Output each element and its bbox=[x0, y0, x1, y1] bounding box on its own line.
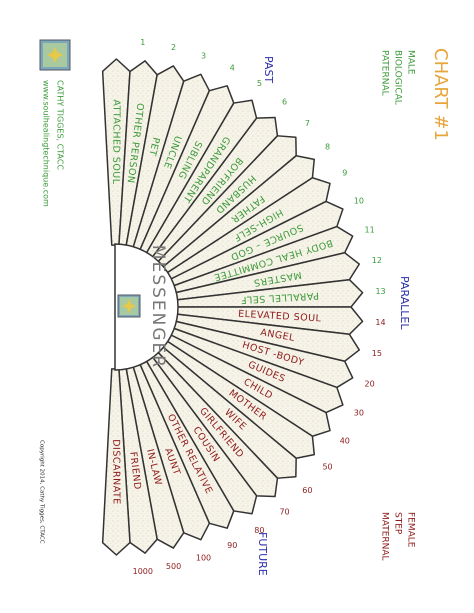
sequence-number: 500 bbox=[166, 562, 181, 571]
copyright: Copyright 2014, Cathy Tigges, CTACC bbox=[39, 440, 45, 544]
petal-label: PET bbox=[146, 136, 161, 157]
petal bbox=[101, 368, 131, 556]
sequence-number: 90 bbox=[227, 541, 237, 550]
group-label: FEMALE bbox=[406, 512, 416, 548]
group-label: MATERNAL bbox=[380, 512, 390, 561]
petal-label: DISCARNATE bbox=[110, 439, 121, 505]
sequence-number: 15 bbox=[372, 349, 382, 358]
sequence-number: 20 bbox=[365, 379, 375, 388]
petal-label: ELEVATED SOUL bbox=[238, 309, 322, 325]
sequence-number: 50 bbox=[322, 462, 332, 471]
landscape-layer: CHART #1 MALE BIOLOGICAL PATERNAL FEMALE… bbox=[39, 38, 452, 576]
sequence-number: 12 bbox=[372, 256, 382, 265]
sequence-number: 4 bbox=[230, 64, 235, 73]
sequence-number: 13 bbox=[375, 287, 385, 296]
petal-label: PARALLEL SELF bbox=[240, 290, 319, 306]
sequence-number: 11 bbox=[365, 226, 375, 235]
logo bbox=[39, 39, 71, 71]
sequence-number: 9 bbox=[342, 169, 347, 178]
sequence-number: 5 bbox=[257, 79, 262, 88]
center-label: MESSENGER bbox=[148, 245, 168, 369]
sequence-number: 1000 bbox=[133, 567, 153, 576]
author-website: www.soulhealingtechnique.com bbox=[42, 80, 51, 207]
sequence-number: 14 bbox=[375, 318, 385, 327]
sequence-number: 10 bbox=[354, 196, 364, 205]
sequence-number: 100 bbox=[196, 553, 211, 562]
group-label: PATERNAL bbox=[380, 50, 390, 96]
sequence-number: 2 bbox=[171, 43, 176, 52]
group-label: MALE bbox=[406, 50, 416, 75]
author-name: CATHY TIGGES, CTACC bbox=[56, 80, 65, 170]
sequence-number: 80 bbox=[254, 526, 264, 535]
sequence-number: 70 bbox=[279, 507, 289, 516]
sequence-number: 60 bbox=[302, 486, 312, 495]
sequence-number: 1 bbox=[140, 38, 145, 47]
petal-label: FRIEND bbox=[127, 451, 143, 490]
center-semicircle bbox=[114, 243, 179, 371]
sequence-number: 30 bbox=[354, 409, 364, 418]
sequence-number: 6 bbox=[282, 98, 287, 107]
sequence-number: 7 bbox=[305, 119, 310, 128]
sequence-number: 40 bbox=[340, 436, 350, 445]
sequence-number: 3 bbox=[201, 52, 206, 61]
zone-label: FUTURE bbox=[256, 532, 269, 576]
petal-label: ATTACHED SOUL bbox=[110, 99, 121, 184]
group-label: BIOLOGICAL bbox=[393, 50, 403, 105]
group-label: STEP bbox=[393, 512, 403, 535]
sequence-number: 8 bbox=[325, 143, 330, 152]
zone-label: PARALLEL bbox=[398, 276, 411, 330]
zone-label: PAST bbox=[262, 56, 275, 83]
center-icon bbox=[117, 294, 141, 318]
fan: ATTACHED SOUL OTHER PERSON PET UNCLESIBLING… bbox=[101, 38, 386, 576]
chart-title: CHART #1 bbox=[430, 48, 451, 141]
